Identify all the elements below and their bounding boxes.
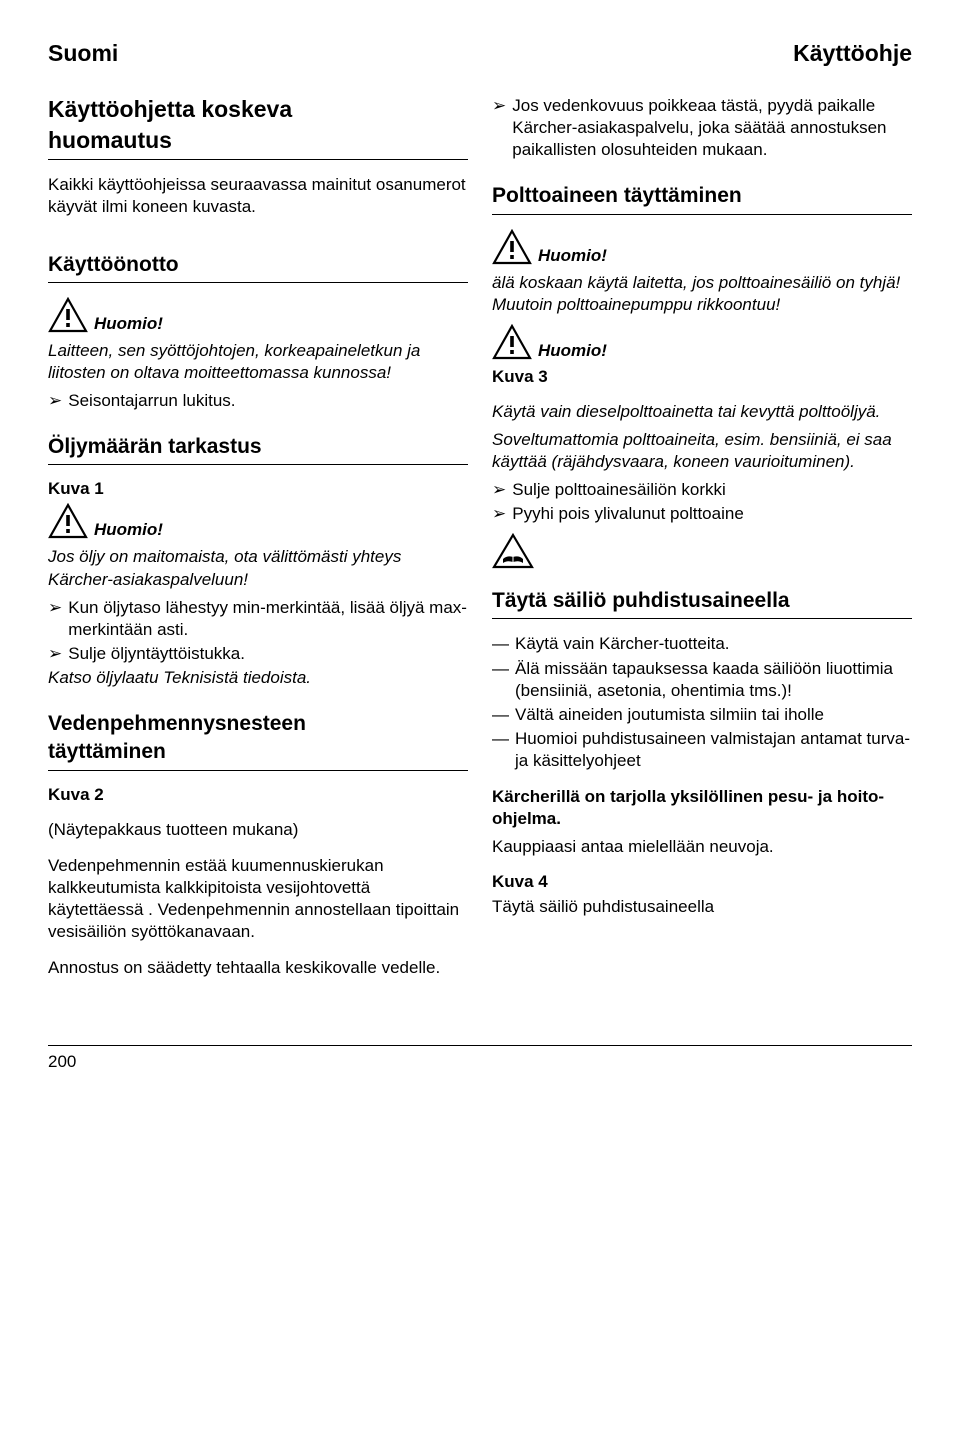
figure-ref: Kuva 4: [492, 872, 912, 892]
bullet-text: Sulje polttoainesäiliön korkki: [512, 479, 726, 501]
content-columns: Käyttöohjetta koskeva huomautus Kaikki k…: [48, 95, 912, 985]
bullet-icon: ➢: [48, 597, 62, 641]
dash-text: Käytä vain Kärcher-tuotteita.: [515, 633, 730, 655]
page-header: Suomi Käyttöohje: [48, 40, 912, 67]
page-number: 200: [48, 1052, 76, 1071]
dash-text: Älä missään tapauksessa kaada säiliöön l…: [515, 658, 912, 702]
right-column: ➢ Jos vedenkovuus poikkeaa tästä, pyydä …: [492, 95, 912, 985]
divider: [48, 159, 468, 160]
dash-icon: —: [492, 728, 509, 772]
left-column: Käyttöohjetta koskeva huomautus Kaikki k…: [48, 95, 468, 985]
section-title: Vedenpehmennysnesteen: [48, 711, 468, 737]
dash-item: — Huomioi puhdistusaineen valmistajan an…: [492, 728, 912, 772]
divider: [48, 770, 468, 771]
paragraph: (Näytepakkaus tuotteen mukana): [48, 819, 468, 841]
paragraph: Soveltumattomia polttoaineita, esim. ben…: [492, 429, 912, 473]
header-language: Suomi: [48, 40, 118, 67]
bullet-icon: ➢: [492, 95, 506, 161]
section-title: täyttäminen: [48, 739, 468, 765]
warning-icon: [492, 229, 532, 270]
bullet-icon: ➢: [48, 643, 62, 665]
warning-label: Huomio!: [538, 341, 607, 365]
paragraph: Käytä vain dieselpolttoainetta tai kevyt…: [492, 401, 912, 423]
bullet-item: ➢ Sulje öljyntäyttöistukka.: [48, 643, 468, 665]
paragraph: Täytä säiliö puhdistusaineella: [492, 896, 912, 918]
section-title: Käyttöohjetta koskeva: [48, 95, 468, 124]
dash-icon: —: [492, 633, 509, 655]
divider: [492, 618, 912, 619]
figure-ref: Kuva 2: [48, 785, 468, 805]
bullet-text: Pyyhi pois ylivalunut polttoaine: [512, 503, 744, 525]
header-doc-type: Käyttöohje: [793, 40, 912, 67]
bullet-text: Kun öljytaso lähestyy min-merkintää, lis…: [68, 597, 468, 641]
paragraph: Kauppiaasi antaa mielellään neuvoja.: [492, 836, 912, 858]
manual-icon: [492, 533, 534, 576]
section-title: Täytä säiliö puhdistusaineella: [492, 588, 912, 614]
bullet-item: ➢ Sulje polttoainesäiliön korkki: [492, 479, 912, 501]
warning-text: Jos öljy on maitomaista, ota välittömäst…: [48, 546, 468, 590]
bullet-text: Sulje öljyntäyttöistukka.: [68, 643, 245, 665]
page-footer: 200: [48, 1045, 912, 1072]
warning-block: Huomio!: [48, 503, 468, 544]
section-title: Käyttöönotto: [48, 252, 468, 278]
paragraph: Vedenpehmennin estää kuumennuskierukan k…: [48, 855, 468, 943]
warning-text: Laitteen, sen syöttöjohtojen, korkeapain…: [48, 340, 468, 384]
dash-icon: —: [492, 658, 509, 702]
warning-block: Huomio!: [492, 229, 912, 270]
bullet-text: Jos vedenkovuus poikkeaa tästä, pyydä pa…: [512, 95, 912, 161]
dash-item: — Vältä aineiden joutumista silmiin tai …: [492, 704, 912, 726]
section-title: Öljymäärän tarkastus: [48, 434, 468, 460]
warning-icon: [48, 297, 88, 338]
divider: [48, 464, 468, 465]
paragraph: Kaikki käyttöohjeissa seuraavassa mainit…: [48, 174, 468, 218]
bullet-item: ➢ Jos vedenkovuus poikkeaa tästä, pyydä …: [492, 95, 912, 161]
paragraph: Annostus on säädetty tehtaalla keskikova…: [48, 957, 468, 979]
dash-item: — Käytä vain Kärcher-tuotteita.: [492, 633, 912, 655]
warning-text: älä koskaan käytä laitetta, jos polttoai…: [492, 272, 912, 316]
warning-icon: [492, 324, 532, 365]
figure-ref: Kuva 3: [492, 367, 912, 387]
dash-text: Huomioi puhdistusaineen valmistajan anta…: [515, 728, 912, 772]
paragraph-bold: Kärcherillä on tarjolla yksilöllinen pes…: [492, 786, 912, 830]
divider: [492, 214, 912, 215]
bullet-text: Seisontajarrun lukitus.: [68, 390, 235, 412]
bullet-icon: ➢: [492, 479, 506, 501]
dash-icon: —: [492, 704, 509, 726]
warning-block: Huomio!: [492, 324, 912, 365]
dash-text: Vältä aineiden joutumista silmiin tai ih…: [515, 704, 824, 726]
bullet-item: ➢ Seisontajarrun lukitus.: [48, 390, 468, 412]
section-title: Polttoaineen täyttäminen: [492, 183, 912, 209]
dash-item: — Älä missään tapauksessa kaada säiliöön…: [492, 658, 912, 702]
figure-ref: Kuva 1: [48, 479, 468, 499]
divider: [48, 282, 468, 283]
note-text: Katso öljylaatu Teknisistä tiedoista.: [48, 667, 468, 689]
warning-label: Huomio!: [94, 314, 163, 338]
warning-icon: [48, 503, 88, 544]
warning-label: Huomio!: [94, 520, 163, 544]
bullet-icon: ➢: [48, 390, 62, 412]
bullet-item: ➢ Pyyhi pois ylivalunut polttoaine: [492, 503, 912, 525]
warning-block: Huomio!: [48, 297, 468, 338]
bullet-item: ➢ Kun öljytaso lähestyy min-merkintää, l…: [48, 597, 468, 641]
bullet-icon: ➢: [492, 503, 506, 525]
section-title: huomautus: [48, 126, 468, 155]
warning-label: Huomio!: [538, 246, 607, 270]
